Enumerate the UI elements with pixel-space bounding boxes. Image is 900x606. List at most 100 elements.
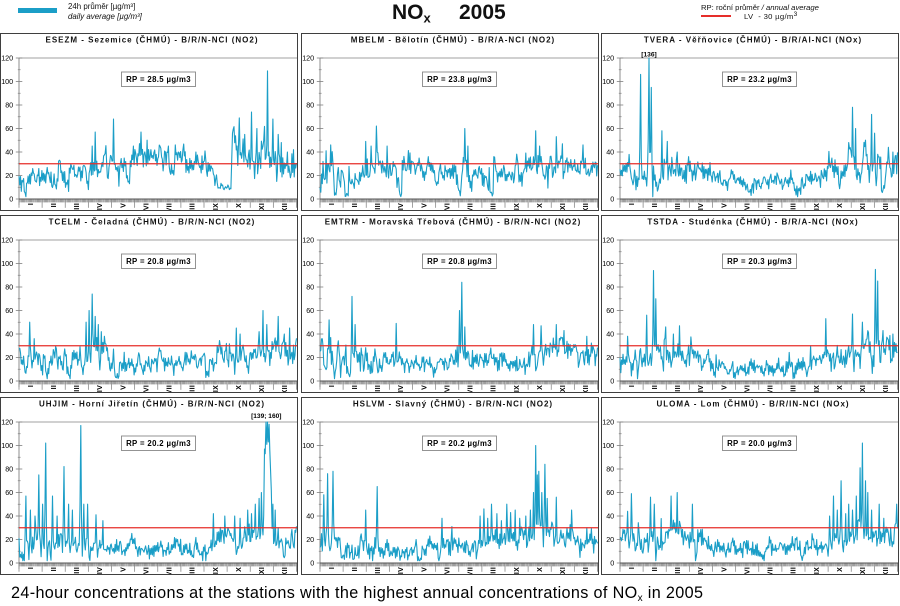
svg-text:80: 80 [5, 283, 13, 292]
svg-text:60: 60 [306, 306, 314, 315]
svg-text:III: III [375, 385, 382, 392]
svg-text:VII: VII [167, 385, 174, 392]
svg-text:XII: XII [282, 567, 289, 574]
svg-text:0: 0 [610, 559, 614, 568]
svg-text:II: II [51, 567, 58, 572]
svg-text:TCELM - Čeladná (ČHMÚ) - B/R/N: TCELM - Čeladná (ČHMÚ) - B/R/N-NCI (NO2) [49, 217, 256, 226]
svg-text:0: 0 [610, 195, 614, 204]
svg-text:RP = 28.5 µg/m3: RP = 28.5 µg/m3 [126, 75, 191, 84]
svg-text:120: 120 [602, 236, 614, 245]
svg-text:IX: IX [814, 385, 821, 392]
svg-text:20: 20 [606, 535, 614, 544]
svg-text:VIII: VIII [791, 567, 798, 574]
svg-text:I: I [629, 385, 636, 387]
svg-text:60: 60 [5, 124, 13, 133]
svg-text:60: 60 [5, 306, 13, 315]
svg-text:V: V [721, 203, 728, 208]
svg-text:UHJIM - Horní Jiřetín (ČHMÚ) -: UHJIM - Horní Jiřetín (ČHMÚ) - B/R/N-NCI… [39, 399, 265, 408]
svg-text:II: II [652, 567, 659, 572]
svg-text:VIII: VIII [491, 567, 498, 574]
svg-text:20: 20 [306, 353, 314, 362]
svg-text:IX: IX [814, 203, 821, 210]
svg-text:RP = 20.2 µg/m3: RP = 20.2 µg/m3 [427, 439, 492, 448]
svg-text:IX: IX [213, 385, 220, 392]
svg-text:40: 40 [606, 148, 614, 157]
svg-text:100: 100 [302, 441, 314, 450]
svg-text:XI: XI [860, 203, 867, 210]
svg-text:III: III [675, 567, 682, 574]
svg-text:80: 80 [306, 283, 314, 292]
svg-text:XI: XI [259, 203, 266, 210]
svg-text:40: 40 [606, 330, 614, 339]
svg-text:40: 40 [5, 330, 13, 339]
svg-text:60: 60 [606, 488, 614, 497]
svg-text:80: 80 [606, 283, 614, 292]
svg-text:TVERA - Věřňovice (ČHMÚ) - B/: TVERA - Věřňovice (ČHMÚ) - B/R/AI-NCI (N… [644, 35, 862, 44]
svg-text:V: V [421, 203, 428, 208]
svg-text:VIII: VIII [791, 385, 798, 392]
svg-text:60: 60 [5, 488, 13, 497]
svg-text:X: X [236, 203, 243, 208]
svg-text:80: 80 [606, 101, 614, 110]
svg-text:VII: VII [768, 567, 775, 574]
svg-text:100: 100 [302, 77, 314, 86]
svg-text:20: 20 [606, 353, 614, 362]
svg-text:II: II [652, 385, 659, 390]
svg-text:XII: XII [883, 385, 890, 392]
svg-text:0: 0 [610, 377, 614, 386]
svg-text:120: 120 [1, 418, 13, 427]
svg-text:XII: XII [282, 385, 289, 392]
svg-text:III: III [375, 203, 382, 210]
svg-text:80: 80 [306, 465, 314, 474]
svg-text:120: 120 [1, 236, 13, 245]
svg-text:0: 0 [9, 195, 13, 204]
svg-text:XI: XI [560, 385, 567, 392]
svg-text:V: V [421, 567, 428, 572]
svg-text:XI: XI [259, 567, 266, 574]
svg-text:VI: VI [444, 567, 451, 574]
svg-text:V: V [421, 385, 428, 390]
svg-text:60: 60 [606, 124, 614, 133]
svg-text:III: III [675, 203, 682, 210]
svg-text:I: I [329, 385, 336, 387]
svg-text:IV: IV [97, 203, 104, 210]
svg-text:100: 100 [1, 441, 13, 450]
svg-text:120: 120 [602, 418, 614, 427]
svg-text:XII: XII [583, 385, 590, 392]
svg-text:[139; 160]: [139; 160] [251, 413, 281, 420]
svg-text:I: I [28, 385, 35, 387]
svg-text:IX: IX [814, 567, 821, 574]
svg-text:XII: XII [883, 567, 890, 574]
svg-text:100: 100 [602, 441, 614, 450]
svg-text:III: III [74, 385, 81, 392]
svg-text:IV: IV [398, 385, 405, 392]
svg-text:100: 100 [602, 77, 614, 86]
svg-text:II: II [352, 567, 359, 572]
svg-text:I: I [629, 203, 636, 205]
svg-text:0: 0 [310, 195, 314, 204]
svg-text:IX: IX [514, 385, 521, 392]
svg-text:EMTRM - Moravská Třebová (ČHMÚ: EMTRM - Moravská Třebová (ČHMÚ) - B/R/N-… [325, 217, 582, 226]
svg-text:VII: VII [167, 567, 174, 574]
svg-text:II: II [352, 385, 359, 390]
svg-text:X: X [236, 567, 243, 572]
svg-text:III: III [375, 567, 382, 574]
svg-text:VII: VII [768, 203, 775, 210]
svg-text:VII: VII [468, 567, 475, 574]
svg-text:60: 60 [306, 488, 314, 497]
svg-text:VII: VII [768, 385, 775, 392]
svg-text:III: III [74, 203, 81, 210]
svg-text:V: V [120, 203, 127, 208]
svg-text:II: II [352, 203, 359, 208]
svg-text:VIII: VIII [190, 567, 197, 574]
svg-text:VI: VI [444, 203, 451, 210]
svg-text:40: 40 [306, 512, 314, 521]
svg-text:VIII: VIII [190, 385, 197, 392]
svg-text:IV: IV [398, 203, 405, 210]
svg-text:XI: XI [860, 567, 867, 574]
svg-text:VI: VI [744, 385, 751, 392]
svg-text:IV: IV [698, 567, 705, 574]
svg-text:II: II [652, 203, 659, 208]
svg-text:X: X [837, 567, 844, 572]
svg-text:0: 0 [9, 377, 13, 386]
